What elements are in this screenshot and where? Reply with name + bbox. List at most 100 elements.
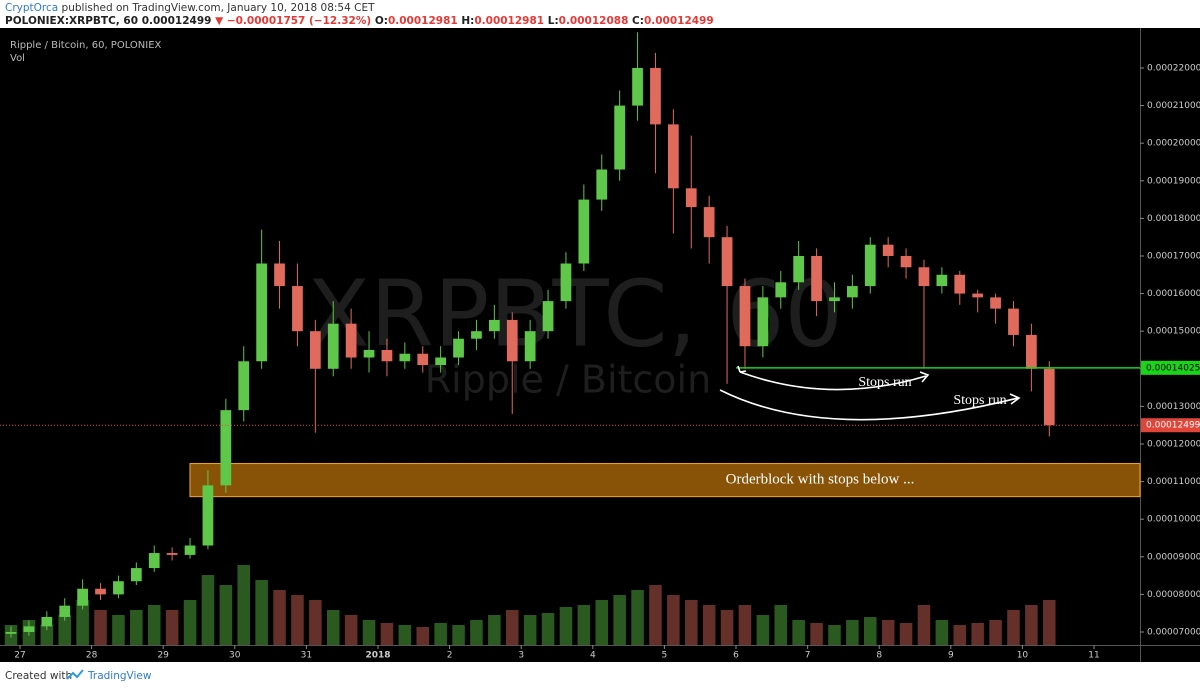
high-label: H: [461, 15, 474, 27]
candle-body [488, 319, 500, 332]
candle-body [220, 410, 232, 486]
x-tick-label: 5 [662, 651, 668, 661]
y-tick-label: 0.00010000 [1147, 515, 1200, 525]
x-tick-label: 10 [1017, 651, 1029, 661]
volume-bar [505, 610, 519, 645]
volume-bar [559, 607, 573, 645]
volume-bar [881, 620, 895, 645]
volume-bar [291, 595, 304, 645]
volume-bar [416, 627, 430, 645]
candle-body [811, 255, 822, 302]
candle-body [506, 319, 518, 362]
y-tick-label: 0.00009000 [1147, 552, 1200, 562]
volume-bar [76, 600, 89, 645]
arrowhead [737, 365, 747, 373]
chart-legend: Ripple / Bitcoin, 60, POLONIEX [10, 40, 162, 51]
candle-body [381, 349, 393, 362]
candle-body [345, 323, 357, 358]
candle-body [1026, 334, 1037, 369]
volume-bar [1025, 605, 1038, 645]
volume-bar [488, 615, 501, 645]
volume-bar [470, 620, 483, 645]
volume-bar [398, 625, 412, 645]
volume-bar [362, 620, 376, 645]
y-tick-label: 0.00022000 [1147, 63, 1200, 73]
volume-bar [667, 595, 680, 645]
candle-body [166, 553, 178, 555]
volume-bar [595, 600, 609, 645]
volume-bar [1043, 600, 1056, 645]
x-tick-label: 4 [590, 651, 596, 661]
y-tick-label: 0.00012000 [1147, 439, 1200, 449]
volume-bar [58, 615, 71, 645]
volume-bar [756, 615, 770, 645]
candle-body [95, 588, 106, 595]
x-tick-label: 30 [229, 651, 241, 661]
x-tick-label: 6 [733, 651, 739, 661]
candle-body [292, 286, 303, 332]
volume-legend: Vol [10, 53, 25, 64]
candle-body [954, 274, 966, 294]
candle-body [918, 267, 930, 287]
candle-body [721, 237, 733, 287]
change: ▼ −0.00001757 (−12.32%) [215, 15, 371, 27]
close-label: C: [632, 15, 644, 27]
candle-body [417, 353, 429, 366]
volume-bar [917, 605, 931, 645]
candle-body [41, 616, 53, 627]
candle-body [757, 297, 769, 347]
volume-bar [434, 623, 447, 645]
candle-body [1008, 308, 1019, 335]
y-tick-label: 0.00015000 [1147, 327, 1200, 337]
x-tick-label: 8 [876, 651, 882, 661]
volume-bar [452, 625, 465, 645]
volume-bar [94, 610, 107, 645]
y-tick-label: 0.00019000 [1147, 176, 1200, 186]
candle-body [59, 605, 71, 617]
candle-body [900, 255, 912, 268]
author[interactable]: CryptOrca [5, 2, 58, 14]
volume-bar [255, 580, 268, 645]
candle-body [632, 67, 643, 106]
volume-bar [684, 600, 698, 645]
volume-bar [971, 623, 984, 645]
volume-bar [183, 600, 197, 645]
candle-body [936, 274, 948, 287]
volume-bar [899, 623, 913, 645]
high: 0.00012981 [474, 15, 544, 27]
annotation: Stops run [953, 393, 1006, 408]
candle-body [5, 631, 17, 634]
volume-bar [846, 620, 859, 645]
footer-brand[interactable]: TradingView [87, 670, 152, 682]
level-tag [1141, 360, 1200, 375]
volume-bar [165, 610, 179, 645]
volume-bar [738, 605, 752, 645]
volume-bar [201, 575, 215, 645]
volume-bar [237, 565, 251, 645]
volume-bar [380, 623, 394, 645]
candle-body [775, 282, 787, 298]
volume-bar [112, 615, 125, 645]
candle-body [202, 485, 214, 546]
low: 0.00012088 [559, 15, 629, 27]
candle-body [703, 207, 715, 238]
x-tick-label: 28 [86, 651, 98, 661]
price: 0.00012499 [142, 15, 212, 27]
volume-bar [40, 625, 54, 645]
orderblock [189, 463, 1141, 498]
chart-bg [0, 28, 1200, 662]
volume-bar [828, 625, 841, 645]
volume-bar [774, 605, 788, 645]
level-label: 0.00014025 [1146, 363, 1200, 373]
candle-body [23, 626, 35, 632]
x-tick-label: 27 [14, 651, 25, 661]
candle-body [596, 169, 608, 200]
candle-body [1043, 368, 1055, 426]
candle-body [274, 263, 285, 287]
open: 0.00012981 [388, 15, 458, 27]
published: published on TradingView.com, January 10… [62, 2, 376, 14]
volume-bar [1007, 610, 1020, 645]
volume-bar [720, 610, 734, 645]
volume-bar [953, 625, 967, 645]
